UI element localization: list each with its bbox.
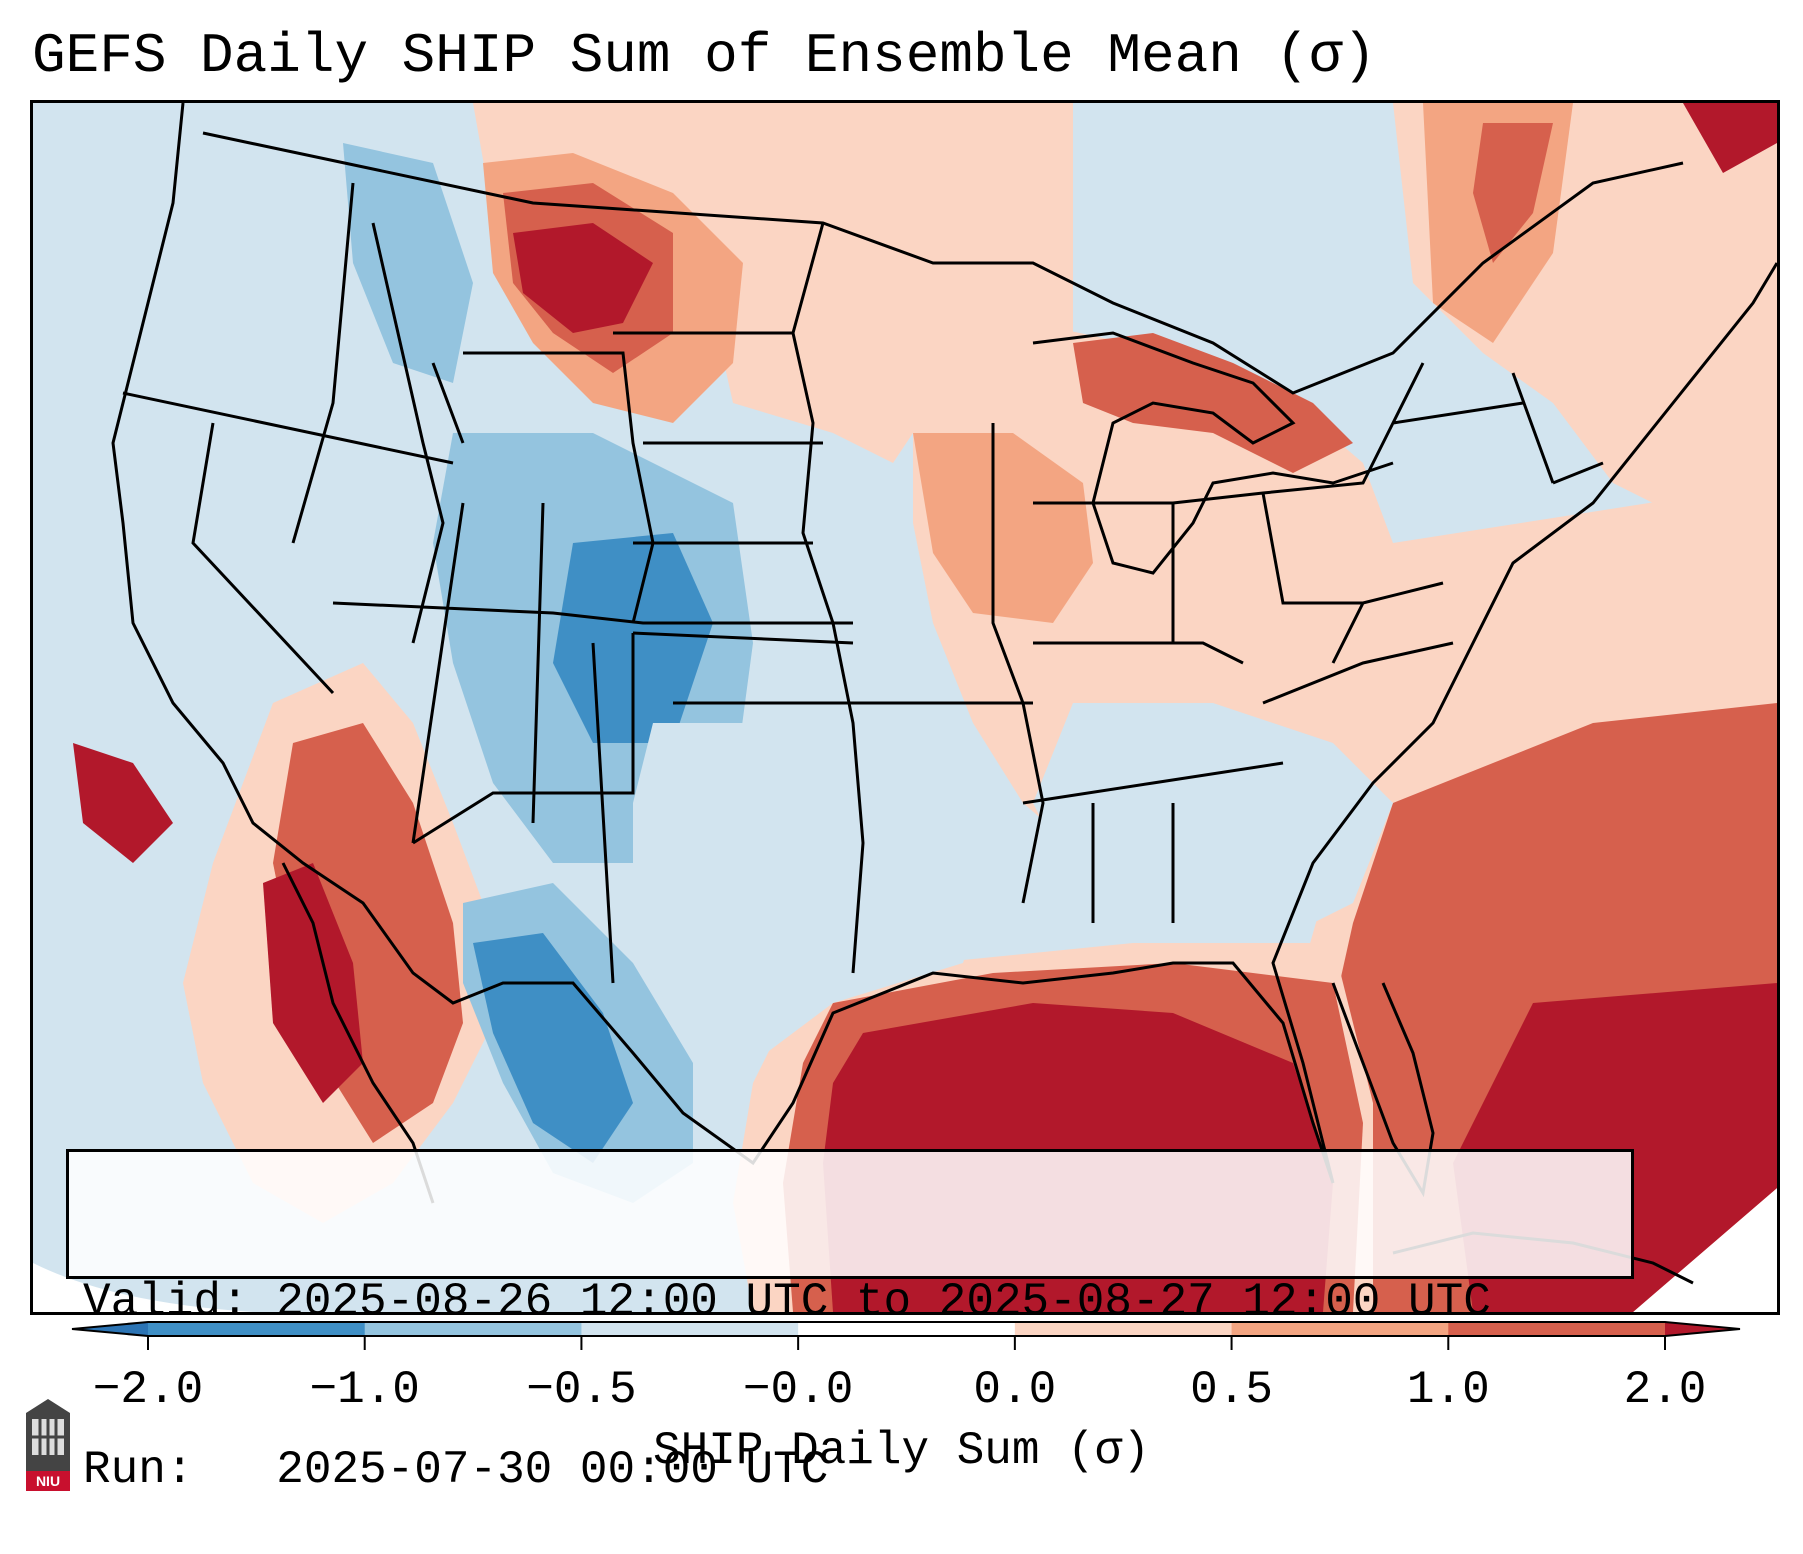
canada-border	[202, 131, 1684, 395]
map-svg	[33, 103, 1777, 1312]
state-lines-west	[122, 182, 853, 984]
boundaries	[111, 103, 1777, 1285]
colorbar-label: SHIP Daily Sum (σ)	[653, 1425, 1150, 1477]
southeast-cool	[1033, 703, 1393, 933]
state-lines-east	[1172, 362, 1604, 664]
montana-wyoming-max	[513, 223, 653, 333]
great-lakes	[1032, 331, 1394, 575]
texas-cool	[633, 723, 993, 1063]
colorbar-tick-label: 0.0	[973, 1364, 1057, 1416]
baja-strong	[263, 863, 363, 1103]
colorbar-segment	[364, 1322, 582, 1336]
chart-title: GEFS Daily SHIP Sum of Ensemble Mean (σ)	[32, 24, 1377, 88]
colorbar-tick-label: 2.0	[1623, 1364, 1707, 1416]
run-time: Run: 2025-07-30 00:00 UTC	[83, 1444, 829, 1496]
colorbar-segment	[148, 1322, 366, 1336]
valid-run-box: Valid: 2025-08-26 12:00 UTC to 2025-08-2…	[66, 1149, 1634, 1496]
iowa-minnesota-moderate	[913, 433, 1093, 623]
niu-logo: NIU	[18, 1393, 78, 1493]
colorbar-tick-label: 1.0	[1406, 1364, 1490, 1416]
colorbar-segment	[1231, 1322, 1449, 1336]
us-outline	[111, 103, 1777, 1184]
northeast-corner-max	[1683, 103, 1777, 173]
colorbar-svg	[71, 1321, 1741, 1350]
quebec-strong	[1473, 123, 1553, 263]
colorbar-segment	[581, 1322, 799, 1336]
colorbar-tick-label: −1.0	[309, 1364, 420, 1416]
california-offshore-max	[73, 743, 173, 863]
map-panel	[30, 100, 1780, 1315]
colorbar-tick-label: −2.0	[92, 1364, 204, 1416]
colorbar-extend-high	[1665, 1322, 1740, 1336]
colorbar	[0, 1310, 1803, 1380]
pacific-northwest-cool	[343, 143, 473, 383]
colorbar-tick-label: 0.5	[1190, 1364, 1273, 1416]
colorbar-segment	[1448, 1322, 1666, 1336]
colorbar-tick-label: −0.5	[526, 1364, 637, 1416]
upper-great-lakes	[1073, 333, 1353, 473]
state-lines-central	[613, 222, 1454, 974]
logo-text: NIU	[36, 1473, 60, 1489]
colorbar-tick-label: −0.0	[742, 1364, 854, 1416]
colorbar-extend-low	[72, 1322, 148, 1336]
sierra-madre-core	[473, 933, 633, 1163]
valid-time: Valid: 2025-08-26 12:00 UTC to 2025-08-2…	[83, 1276, 1491, 1328]
colorbar-segment	[798, 1322, 1016, 1336]
colorbar-segment	[1014, 1322, 1233, 1336]
